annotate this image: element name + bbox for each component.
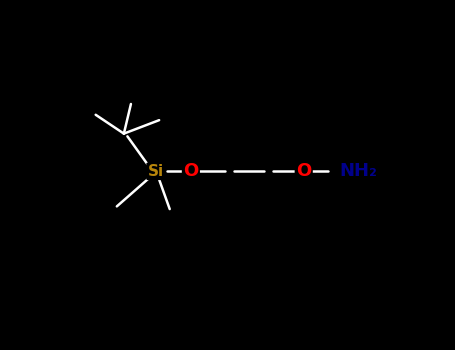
Text: NH₂: NH₂ xyxy=(339,162,377,180)
Text: Si: Si xyxy=(147,164,164,179)
Text: O: O xyxy=(183,162,198,180)
Text: O: O xyxy=(296,162,311,180)
